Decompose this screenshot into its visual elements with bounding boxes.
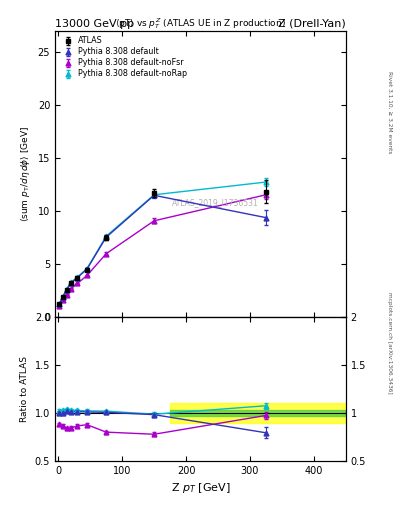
- Legend: ATLAS, Pythia 8.308 default, Pythia 8.308 default-noFsr, Pythia 8.308 default-no: ATLAS, Pythia 8.308 default, Pythia 8.30…: [59, 35, 189, 80]
- Y-axis label: Ratio to ATLAS: Ratio to ATLAS: [20, 356, 29, 422]
- Text: Z (Drell-Yan): Z (Drell-Yan): [278, 19, 346, 29]
- Text: ATLAS_2019_I1736531: ATLAS_2019_I1736531: [172, 198, 258, 207]
- Bar: [170, 410, 346, 416]
- X-axis label: Z $p_T$ [GeV]: Z $p_T$ [GeV]: [171, 481, 230, 495]
- Text: 13000 GeV pp: 13000 GeV pp: [55, 19, 134, 29]
- Title: $\langle$pT$\rangle$ vs $p^Z_T$ (ATLAS UE in Z production): $\langle$pT$\rangle$ vs $p^Z_T$ (ATLAS U…: [115, 16, 286, 31]
- Bar: [170, 403, 346, 422]
- Text: mcplots.cern.ch [arXiv:1306.3436]: mcplots.cern.ch [arXiv:1306.3436]: [387, 292, 392, 394]
- Text: Rivet 3.1.10, ≥ 3.2M events: Rivet 3.1.10, ≥ 3.2M events: [387, 71, 392, 154]
- Y-axis label: $\langle$sum $p_{\rm T}/d\eta\,d\phi\rangle$ [GeV]: $\langle$sum $p_{\rm T}/d\eta\,d\phi\ran…: [19, 126, 32, 222]
